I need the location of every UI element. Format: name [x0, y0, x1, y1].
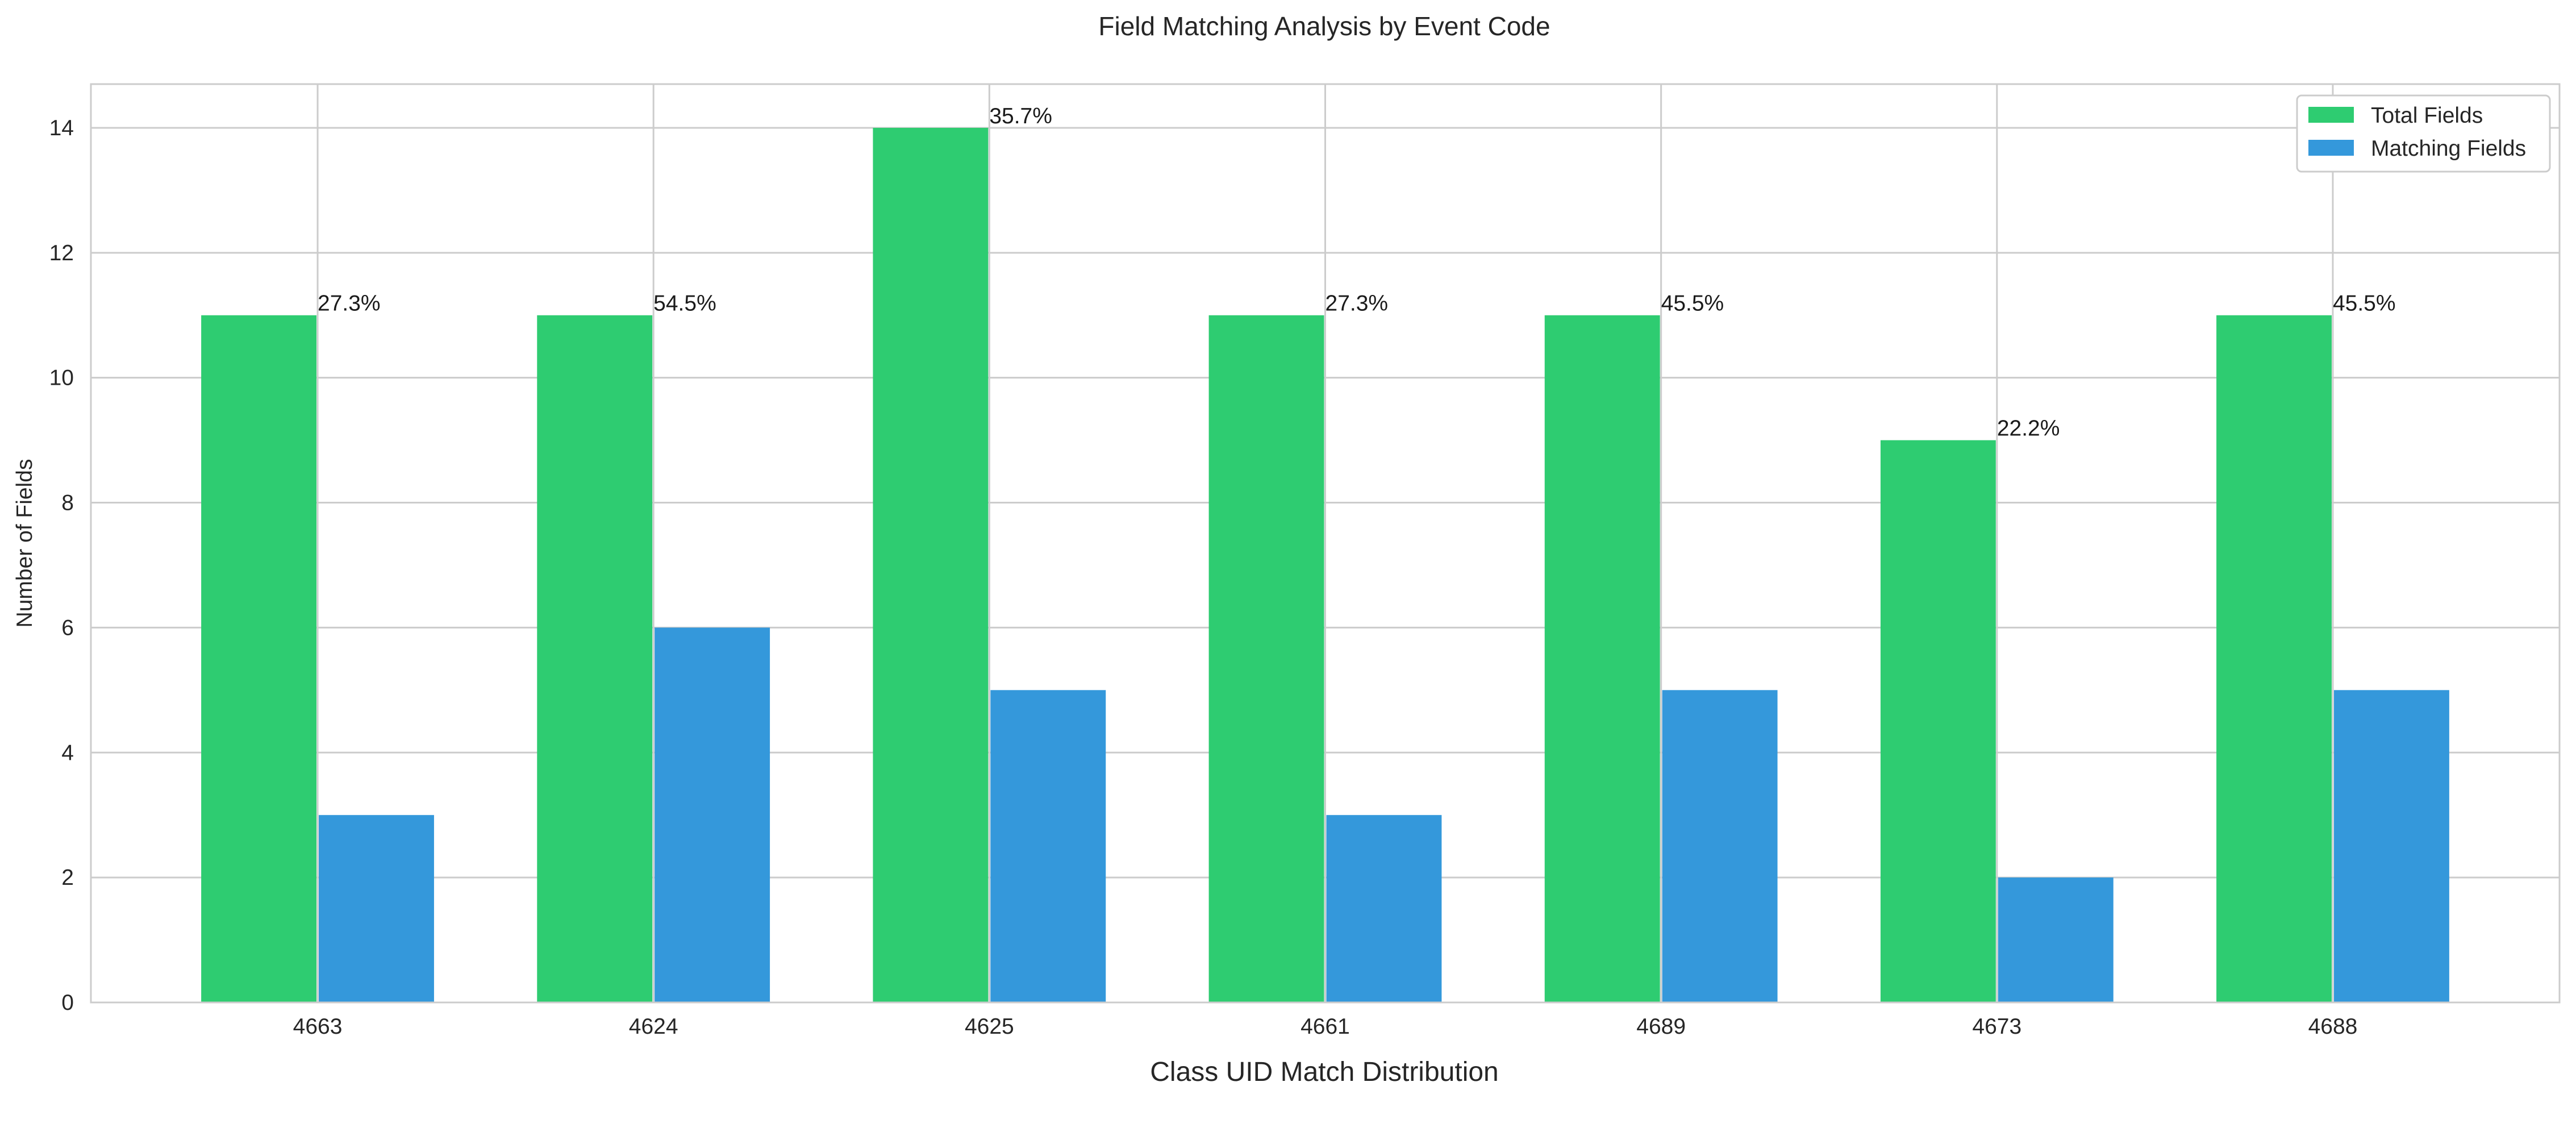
bar-matching-fields: [1998, 877, 2114, 1002]
x-tick-label: 4673: [1972, 1014, 2021, 1039]
x-tick-label: 4624: [629, 1014, 678, 1039]
bar-total-fields: [2216, 315, 2332, 1002]
bar-total-fields: [1544, 315, 1660, 1002]
data-labels: 27.3% 54.5% 35.7% 27.3% 45.5% 22.2% 45.5%: [318, 104, 2396, 441]
x-axis-label: Class UID Match Distribution: [1150, 1057, 1499, 1087]
bar-total-fields: [1208, 315, 1324, 1002]
y-tick-label: 8: [61, 491, 74, 515]
y-tick-label: 2: [61, 865, 74, 890]
y-tick-label: 6: [61, 615, 74, 640]
bar-percent-label: 35.7%: [989, 104, 1052, 128]
bar-percent-label: 27.3%: [1325, 292, 1389, 316]
grid-lines: [91, 84, 2560, 1004]
y-tick-label: 0: [61, 991, 74, 1015]
axis-ticks: 0 2 4 6 8 10 12 14 4663 4624 4625 4661 4689 4673 4688: [49, 116, 2358, 1039]
y-axis-label: Number of Fields: [12, 459, 37, 628]
x-tick-label: 4689: [1636, 1014, 1686, 1039]
bar-matching-fields: [319, 815, 434, 1002]
bar-matching-fields: [990, 690, 1106, 1002]
bar-total-fields: [873, 127, 989, 1002]
legend-box: [2296, 94, 2551, 173]
bars: [201, 127, 2449, 1002]
bar-total-fields: [1880, 440, 1996, 1002]
bar-percent-label: 45.5%: [2333, 292, 2396, 316]
legend-swatch-total: [2308, 107, 2354, 123]
x-tick-label: 4661: [1300, 1014, 1350, 1039]
plot-frame: [90, 83, 2561, 1004]
y-tick-label: 10: [49, 366, 74, 390]
legend: Total Fields Matching Fields: [2296, 94, 2551, 173]
bar-matching-fields: [1326, 815, 1442, 1002]
bar-matching-fields: [655, 627, 770, 1002]
legend-label-matching: Matching Fields: [2371, 136, 2526, 161]
legend-label-total: Total Fields: [2371, 103, 2483, 128]
x-tick-label: 4688: [2308, 1014, 2358, 1039]
bar-percent-label: 22.2%: [1997, 417, 2060, 441]
bar-total-fields: [537, 315, 653, 1002]
bar-percent-label: 45.5%: [1661, 292, 1724, 316]
bar-percent-label: 27.3%: [318, 292, 381, 316]
y-tick-label: 4: [61, 740, 74, 765]
bar-total-fields: [201, 315, 317, 1002]
legend-swatch-matching: [2308, 140, 2354, 156]
bar-matching-fields: [2333, 690, 2449, 1002]
x-tick-label: 4625: [965, 1014, 1014, 1039]
chart-title: Field Matching Analysis by Event Code: [1098, 11, 1550, 41]
bar-percent-label: 54.5%: [653, 292, 716, 316]
y-tick-label: 12: [49, 241, 74, 265]
bar-matching-fields: [1662, 690, 1778, 1002]
x-tick-label: 4663: [293, 1014, 343, 1039]
y-tick-label: 14: [49, 116, 74, 140]
